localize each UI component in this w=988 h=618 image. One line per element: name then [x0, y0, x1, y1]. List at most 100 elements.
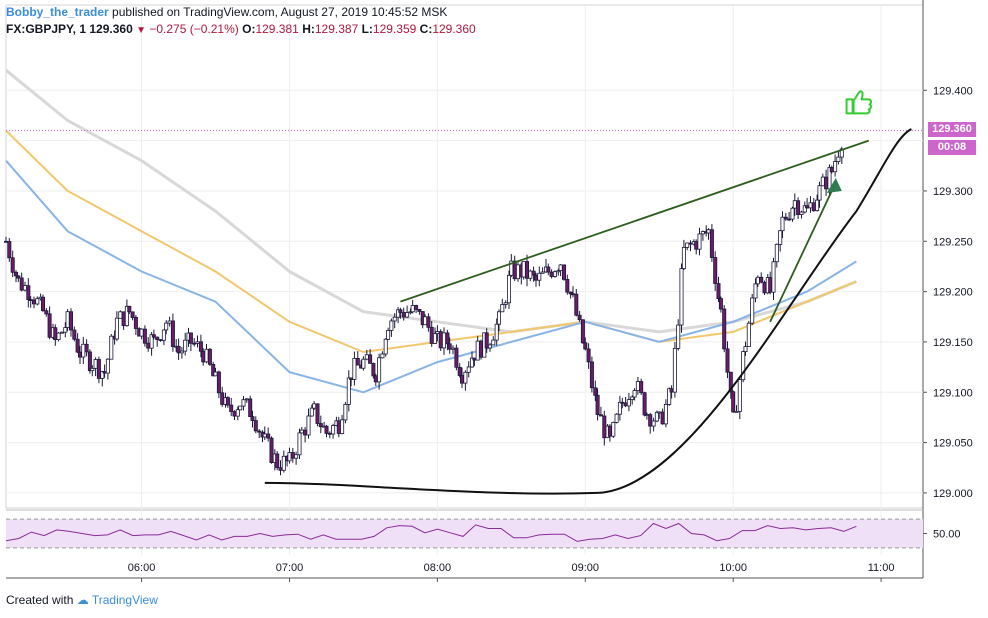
candle-body: [709, 229, 714, 258]
candle-body: [817, 185, 822, 201]
candle-body: [654, 411, 659, 422]
candle-body: [580, 319, 585, 344]
candle-body: [602, 415, 607, 439]
candle-body: [796, 200, 801, 215]
candle-body: [681, 246, 686, 269]
candle-body: [232, 411, 237, 417]
high-label: H:: [302, 22, 315, 36]
candle-body: [133, 316, 138, 329]
candle-body: [373, 375, 378, 383]
candle-body: [450, 347, 455, 350]
candle-body: [389, 320, 394, 331]
candle-body: [778, 230, 783, 245]
candle-body: [405, 312, 410, 318]
candle-body: [306, 415, 311, 436]
last-price: 129.360: [89, 22, 133, 36]
footer: Created with ☁ TradingView: [6, 593, 158, 607]
candle-body: [617, 401, 622, 415]
close-value: 129.360: [432, 22, 476, 36]
candle-body: [562, 264, 567, 280]
price-change: −0.275 (−0.21%): [149, 22, 239, 36]
candle-body: [632, 390, 637, 398]
open-label: O:: [242, 22, 256, 36]
candle-body: [47, 313, 52, 338]
candle-body: [75, 338, 80, 353]
bar-countdown-badge: 00:08: [928, 140, 976, 155]
candle-body: [549, 271, 554, 277]
candle-body: [127, 305, 132, 313]
candle-body: [623, 402, 628, 407]
candle-body: [663, 403, 668, 425]
candle-body: [441, 332, 446, 349]
candle-body: [139, 328, 144, 337]
candle-body: [593, 387, 598, 396]
candle-body: [651, 420, 656, 427]
candle-body: [398, 309, 403, 313]
candle-body: [487, 344, 492, 349]
close-label: C:: [419, 22, 433, 36]
moving-average-line: [5, 160, 857, 394]
candle-body: [635, 381, 640, 392]
candle-body: [820, 176, 825, 187]
time-tick-label: 09:00: [572, 562, 600, 574]
candle-body: [7, 241, 12, 259]
candle-body: [368, 354, 373, 364]
candle-body: [435, 331, 440, 335]
price-tick-label: 129.100: [933, 387, 973, 399]
candle-body: [327, 432, 332, 435]
candle-body: [87, 351, 92, 371]
candle-body: [195, 341, 200, 344]
candle-body: [571, 293, 576, 296]
candle-body: [84, 343, 89, 353]
candle-body: [556, 270, 561, 273]
candle-body: [731, 391, 736, 413]
candle-body: [352, 357, 357, 380]
candle-body: [432, 333, 437, 344]
candle-body: [281, 455, 286, 471]
candle-body: [734, 410, 739, 413]
candle-body: [361, 358, 366, 369]
candle-body: [694, 241, 699, 250]
candle-body: [836, 156, 841, 163]
candle-body: [494, 323, 499, 341]
symbol-label[interactable]: FX:GBPJPY, 1: [6, 22, 87, 36]
author-link[interactable]: Bobby_the_trader: [6, 5, 109, 19]
tradingview-brand-link[interactable]: TradingView: [91, 593, 158, 607]
candle-body: [121, 311, 126, 327]
candle-body: [414, 305, 419, 310]
candle-body: [364, 354, 369, 360]
candle-body: [72, 329, 77, 340]
candle-body: [759, 276, 764, 283]
candle-body: [32, 299, 37, 305]
candle-body: [679, 268, 684, 326]
candle-body: [583, 342, 588, 350]
candle-body: [534, 274, 539, 281]
candle-body: [780, 216, 785, 232]
trendline: [400, 139, 870, 303]
candle-body: [170, 320, 175, 348]
candle-body: [774, 243, 779, 263]
candle-body: [90, 367, 95, 372]
main-pane-frame: [5, 4, 924, 509]
candle-body: [371, 363, 376, 377]
last-price-badge: 129.360: [928, 122, 976, 137]
candle-body: [10, 257, 15, 273]
candle-body: [607, 425, 612, 437]
candle-body: [118, 311, 123, 319]
created-with-text: Created with: [6, 593, 74, 607]
candle-body: [297, 432, 302, 456]
candle-body: [216, 371, 221, 394]
candle-body: [155, 336, 160, 341]
candle-body: [589, 361, 594, 389]
candle-body: [65, 311, 70, 328]
candle-body: [44, 310, 49, 315]
candle-body: [630, 396, 635, 400]
candle-body: [309, 407, 314, 417]
candle-body: [743, 346, 748, 353]
candle-body: [503, 302, 508, 305]
candle-body: [100, 371, 105, 379]
candle-body: [491, 339, 496, 346]
candle-body: [755, 276, 760, 285]
candle-body: [586, 348, 591, 363]
